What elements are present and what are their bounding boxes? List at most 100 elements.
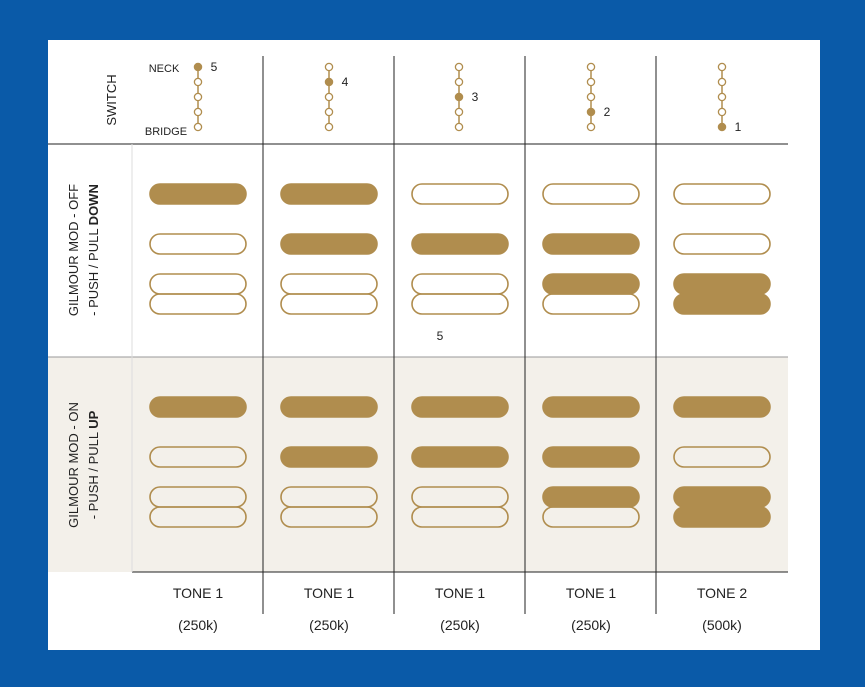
switch-dot bbox=[586, 77, 596, 87]
middle-pickup bbox=[280, 446, 378, 468]
switch-dot bbox=[324, 107, 334, 117]
switch-dot bbox=[454, 107, 464, 117]
bridge-humbucker bbox=[280, 273, 378, 315]
switch-dot bbox=[324, 92, 334, 102]
switch-active-dot bbox=[586, 107, 596, 117]
switch-dot bbox=[454, 122, 464, 132]
switch-dot bbox=[717, 92, 727, 102]
switch-position-number: 4 bbox=[342, 75, 349, 89]
bridge-humbucker bbox=[411, 273, 509, 315]
cell-note: 5 bbox=[437, 329, 444, 343]
switch-dot bbox=[586, 122, 596, 132]
neck-pickup bbox=[149, 183, 247, 205]
humbucker-top-coil bbox=[542, 486, 640, 508]
row-label-line2: - PUSH / PULL DOWN bbox=[86, 184, 101, 316]
switch-dot bbox=[324, 122, 334, 132]
humbucker-top-coil bbox=[673, 486, 771, 508]
bridge-humbucker bbox=[149, 273, 247, 315]
row-label-prefix: - PUSH / PULL bbox=[86, 429, 101, 520]
humbucker-bottom-coil bbox=[542, 506, 640, 528]
switch-dot bbox=[717, 107, 727, 117]
switch-dot bbox=[454, 77, 464, 87]
tone-name: TONE 1 bbox=[566, 585, 617, 601]
humbucker-top-coil bbox=[149, 273, 247, 295]
row-label-line1: GILMOUR MOD - OFF bbox=[66, 184, 81, 316]
neck-pickup bbox=[411, 183, 509, 205]
humbucker-bottom-coil bbox=[280, 293, 378, 315]
switch-dot bbox=[324, 62, 334, 72]
row-label-bold: DOWN bbox=[86, 184, 101, 225]
switch-dot bbox=[717, 62, 727, 72]
switch-dot bbox=[586, 92, 596, 102]
humbucker-bottom-coil bbox=[411, 506, 509, 528]
bridge-humbucker bbox=[673, 486, 771, 528]
tone-name: TONE 1 bbox=[435, 585, 486, 601]
switch-active-dot bbox=[193, 62, 203, 72]
switch-position-number: 5 bbox=[211, 60, 218, 74]
humbucker-top-coil bbox=[673, 273, 771, 295]
tone-name: TONE 1 bbox=[173, 585, 224, 601]
tone-value: (500k) bbox=[702, 617, 742, 633]
switch-dot bbox=[586, 62, 596, 72]
neck-pickup bbox=[149, 396, 247, 418]
middle-pickup bbox=[542, 233, 640, 255]
wiring-diagram: SWITCH NECK BRIDGE 5 4 3 2 1 GILMOUR MOD - OFF - … bbox=[48, 56, 788, 633]
tone-name: TONE 1 bbox=[304, 585, 355, 601]
bridge-label: BRIDGE bbox=[145, 126, 187, 138]
row-label-line1: GILMOUR MOD - ON bbox=[66, 402, 81, 528]
switch-diagram-pos-3: 3 bbox=[454, 62, 479, 132]
row-label-gilmour-on: GILMOUR MOD - ON - PUSH / PULL UP bbox=[66, 402, 101, 528]
bridge-humbucker bbox=[542, 486, 640, 528]
neck-pickup bbox=[673, 396, 771, 418]
row-label-line2: - PUSH / PULL UP bbox=[86, 410, 101, 519]
wiring-chart-card: SWITCH NECK BRIDGE 5 4 3 2 1 GILMOUR MOD - OFF - … bbox=[48, 40, 820, 650]
neck-pickup bbox=[280, 396, 378, 418]
neck-label: NECK bbox=[149, 63, 180, 75]
switch-dot bbox=[193, 107, 203, 117]
tone-value: (250k) bbox=[178, 617, 218, 633]
neck-pickup bbox=[542, 183, 640, 205]
bridge-humbucker bbox=[542, 273, 640, 315]
neck-pickup bbox=[542, 396, 640, 418]
switch-diagram-pos-5: 5 bbox=[193, 60, 218, 132]
tone-value: (250k) bbox=[440, 617, 480, 633]
switch-diagram-pos-2: 2 bbox=[586, 62, 611, 132]
neck-pickup bbox=[411, 396, 509, 418]
switch-active-dot bbox=[717, 122, 727, 132]
bridge-humbucker bbox=[280, 486, 378, 528]
switch-dot bbox=[193, 92, 203, 102]
middle-pickup bbox=[411, 233, 509, 255]
middle-pickup bbox=[542, 446, 640, 468]
row-label-gilmour-off: GILMOUR MOD - OFF - PUSH / PULL DOWN bbox=[66, 184, 101, 316]
bridge-humbucker bbox=[673, 273, 771, 315]
neck-pickup bbox=[673, 183, 771, 205]
middle-pickup bbox=[673, 446, 771, 468]
middle-pickup bbox=[149, 233, 247, 255]
switch-active-dot bbox=[454, 92, 464, 102]
switch-position-number: 3 bbox=[472, 90, 479, 104]
switch-dot bbox=[193, 122, 203, 132]
row-label-prefix: - PUSH / PULL bbox=[86, 225, 101, 316]
switch-position-number: 1 bbox=[735, 120, 742, 134]
humbucker-bottom-coil bbox=[149, 506, 247, 528]
neck-pickup bbox=[280, 183, 378, 205]
middle-pickup bbox=[411, 446, 509, 468]
switch-dot bbox=[193, 77, 203, 87]
middle-pickup bbox=[280, 233, 378, 255]
tone-value: (250k) bbox=[571, 617, 611, 633]
middle-pickup bbox=[673, 233, 771, 255]
switch-diagram-pos-4: 4 bbox=[324, 62, 349, 132]
bridge-humbucker bbox=[149, 486, 247, 528]
middle-pickup bbox=[149, 446, 247, 468]
humbucker-bottom-coil bbox=[149, 293, 247, 315]
switch-active-dot bbox=[324, 77, 334, 87]
switch-position-number: 2 bbox=[604, 105, 611, 119]
humbucker-top-coil bbox=[411, 273, 509, 295]
switch-label: SWITCH bbox=[104, 74, 119, 125]
humbucker-bottom-coil bbox=[280, 506, 378, 528]
switch-dot bbox=[454, 62, 464, 72]
row-label-bold: UP bbox=[86, 410, 101, 428]
tone-name: TONE 2 bbox=[697, 585, 748, 601]
humbucker-bottom-coil bbox=[673, 293, 771, 315]
humbucker-top-coil bbox=[280, 273, 378, 295]
